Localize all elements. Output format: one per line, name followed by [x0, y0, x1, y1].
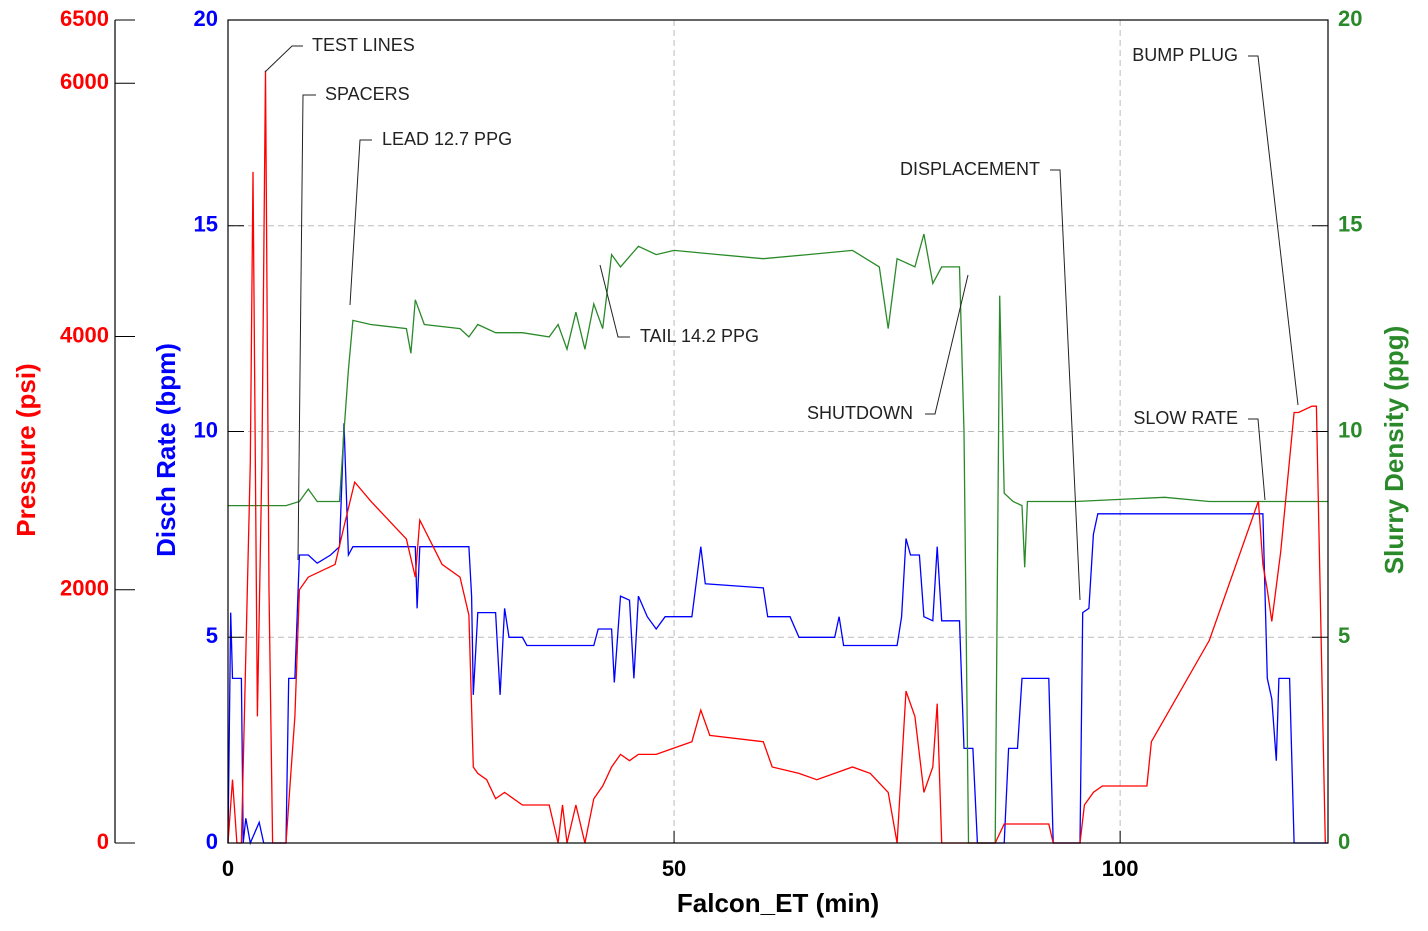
leader-line: [297, 94, 316, 561]
y2-tick-label: 0: [1338, 829, 1350, 854]
data-line: [227, 70, 1326, 844]
x-tick-label: 50: [662, 856, 686, 881]
y3-tick-label: 2000: [60, 576, 109, 601]
y3-axis-label: Pressure (psi): [11, 363, 41, 536]
annotation: TAIL 14.2 PPG: [640, 326, 759, 346]
y3-tick-label: 4000: [60, 322, 109, 347]
leader-line: [599, 264, 630, 338]
annotation: BUMP PLUG: [1132, 45, 1238, 65]
y2-tick-label: 5: [1338, 623, 1350, 648]
annotation: SPACERS: [325, 84, 410, 104]
leader-line: [1248, 418, 1266, 501]
y3-tick-label: 0: [97, 829, 109, 854]
y3-tick-label: 6500: [60, 6, 109, 31]
data-line: [228, 233, 1328, 844]
y-tick-label: 10: [194, 417, 218, 442]
y3-tick-label: 6000: [60, 69, 109, 94]
y-axis-label: Disch Rate (bpm): [151, 343, 181, 557]
leader-line: [264, 45, 303, 73]
annotations: TEST LINES SPACERS LEAD 12.7 PPG TAIL 14…: [264, 35, 1299, 601]
y2-tick-label: 15: [1338, 212, 1362, 237]
leader-line: [1050, 169, 1081, 601]
y2-tick-label: 10: [1338, 417, 1362, 442]
annotation: SHUTDOWN: [807, 403, 913, 423]
leader-line: [349, 139, 372, 306]
annotation: SLOW RATE: [1133, 408, 1238, 428]
x-axis-label: Falcon_ET (min): [677, 888, 879, 918]
y2-tick-label: 20: [1338, 6, 1362, 31]
y-tick-label: 0: [206, 829, 218, 854]
annotation: LEAD 12.7 PPG: [382, 129, 512, 149]
x-tick-label: 100: [1102, 856, 1139, 881]
annotation: DISPLACEMENT: [900, 159, 1040, 179]
x-tick-label: 0: [222, 856, 234, 881]
y-tick-label: 15: [194, 212, 218, 237]
annotation: TEST LINES: [312, 35, 415, 55]
leader-line: [925, 274, 969, 415]
plot: 0 50 100 0 5 10 15 20 0 5 10 15 20 0 2000 4000 6000 6500 F…: [11, 6, 1409, 918]
y2-axis-label: Slurry Density (ppg): [1379, 326, 1409, 574]
data-line: [227, 423, 1328, 846]
leader-line: [1248, 55, 1299, 406]
y-tick-label: 5: [206, 623, 218, 648]
y-tick-label: 20: [194, 6, 218, 31]
